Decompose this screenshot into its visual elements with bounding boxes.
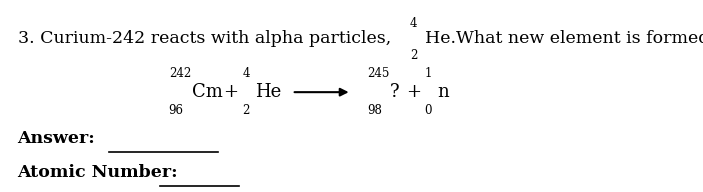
Text: ?: ? — [390, 83, 400, 101]
Text: 242: 242 — [169, 67, 191, 80]
Text: Atomic Number:: Atomic Number: — [18, 164, 178, 181]
Text: +: + — [224, 83, 238, 101]
Text: 4: 4 — [410, 17, 418, 30]
Text: 2: 2 — [243, 104, 250, 117]
Text: 0: 0 — [425, 104, 432, 117]
Text: 2: 2 — [410, 49, 417, 62]
Text: He: He — [255, 83, 281, 101]
Text: 245: 245 — [367, 67, 389, 80]
Text: 98: 98 — [367, 104, 382, 117]
Text: +: + — [406, 83, 420, 101]
Text: Answer:: Answer: — [18, 130, 96, 147]
Text: 96: 96 — [169, 104, 183, 117]
Text: Cm: Cm — [192, 83, 223, 101]
Text: n: n — [437, 83, 449, 101]
Text: 4: 4 — [243, 67, 250, 80]
Text: 1: 1 — [425, 67, 432, 80]
Text: He.What new element is formed?: He.What new element is formed? — [425, 30, 703, 47]
Text: 3. Curium-242 reacts with alpha particles,: 3. Curium-242 reacts with alpha particle… — [18, 30, 396, 47]
